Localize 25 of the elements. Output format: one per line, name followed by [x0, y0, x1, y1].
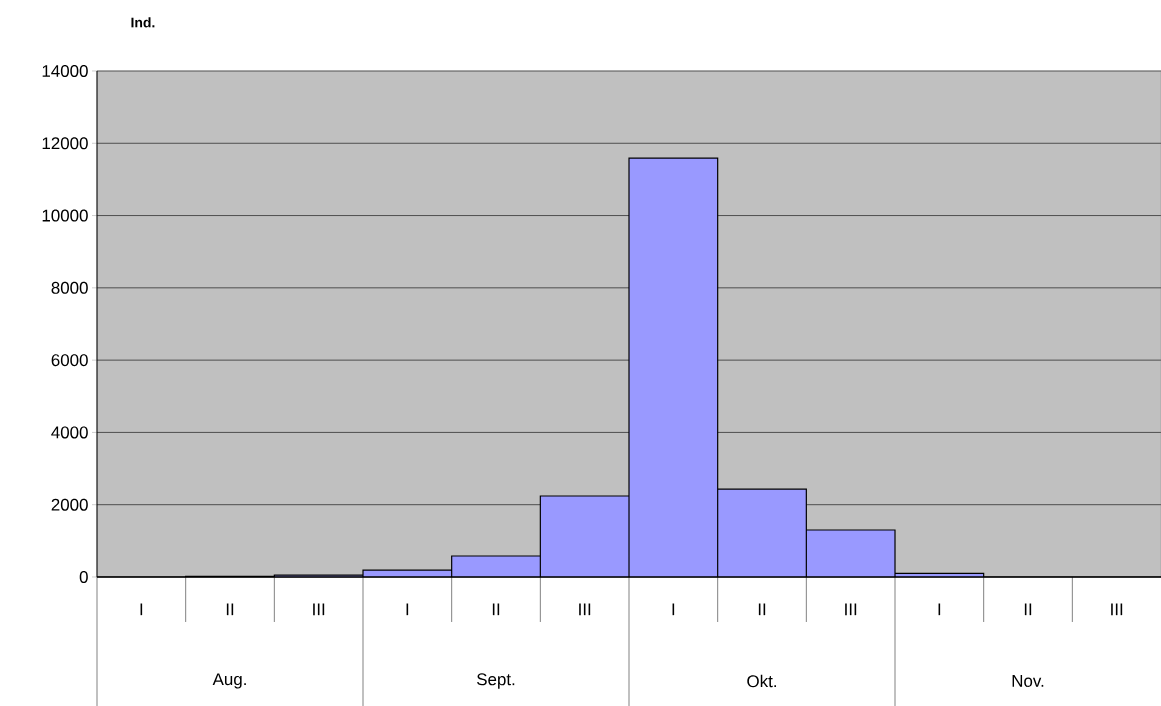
y-tick-label: 14000: [42, 64, 88, 77]
text: Nov.: [1012, 675, 1044, 687]
x-tick-label: I: [140, 603, 143, 616]
y-tick-label: 0: [79, 570, 88, 583]
x-tick-label: II: [758, 603, 766, 616]
y-tick-label: 8000: [51, 281, 88, 294]
text: Okt.: [747, 674, 776, 688]
y-tick-label: 4000: [51, 426, 88, 439]
x-tick-label: III: [845, 603, 857, 616]
x-tick-label: II: [1024, 603, 1032, 616]
x-tick-label: III: [579, 603, 591, 616]
x-tick-label: III: [1111, 603, 1123, 616]
x-tick-label: I: [406, 603, 409, 616]
x-tick-label: II: [226, 603, 234, 616]
y-tick-label: 10000: [42, 209, 88, 222]
y-tick-label: 12000: [42, 137, 88, 150]
text: Sept.: [477, 673, 515, 689]
x-tick-label: III: [313, 603, 325, 616]
x-tick-label: I: [938, 603, 941, 616]
x-tick-label: I: [672, 603, 675, 616]
y-tick-label: 6000: [51, 354, 88, 367]
y-tick-label: 2000: [51, 498, 88, 511]
x-tick-label: II: [492, 603, 500, 616]
y-axis-title: Ind.: [131, 17, 155, 28]
text: Aug.: [212, 673, 246, 689]
